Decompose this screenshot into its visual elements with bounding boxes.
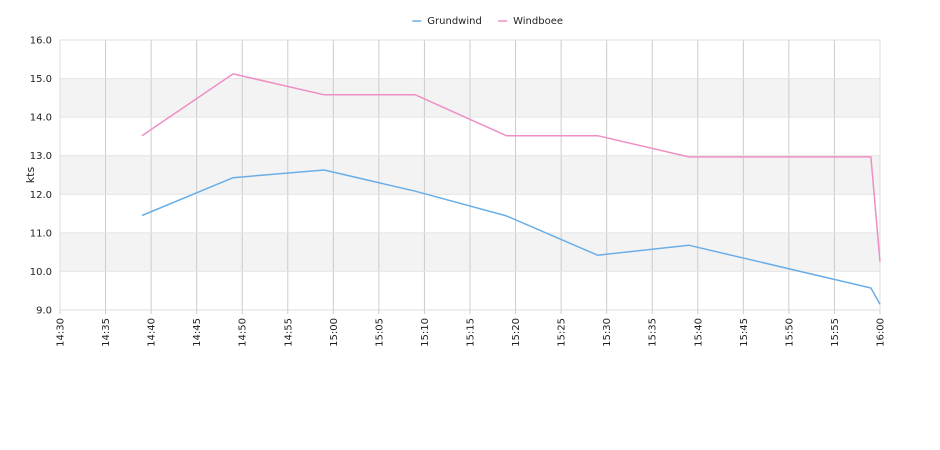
legend-item-windboee[interactable]: Windboee	[498, 16, 563, 27]
y-tick-label: 15.0	[30, 74, 52, 85]
x-tick-label: 14:45	[192, 318, 203, 347]
x-tick-label: 15:35	[648, 318, 659, 347]
legend[interactable]: Grundwind Windboee	[412, 16, 563, 27]
x-tick-label: 14:50	[238, 318, 249, 347]
x-tick-label: 15:00	[329, 318, 340, 347]
y-tick-label: 10.0	[30, 267, 52, 278]
y-tick-label: 14.0	[30, 113, 52, 124]
x-tick-label: 15:25	[557, 318, 568, 347]
series-line-grundwind	[141, 169, 881, 305]
x-axis-ticks: 14:30 14:35 14:40 14:45 14:50 14:55 15:00 15:05…	[56, 310, 887, 347]
x-tick-label: 14:30	[56, 318, 67, 347]
y-axis-ticks: 9.0 10.0 11.0 12.0 13.0 14.0 15.0 16.0	[30, 36, 52, 317]
legend-label: Windboee	[513, 16, 563, 27]
y-tick-label: 16.0	[30, 36, 52, 47]
y-tick-label: 9.0	[36, 306, 52, 317]
x-tick-label: 15:40	[693, 318, 704, 347]
x-tick-label: 15:05	[374, 318, 385, 347]
legend-label: Grundwind	[427, 16, 482, 27]
x-tick-label: 15:55	[830, 318, 841, 347]
x-tick-label: 16:00	[876, 318, 887, 347]
x-tick-label: 15:45	[739, 318, 750, 347]
series-line-windboee	[141, 73, 881, 262]
x-tick-label: 15:15	[466, 318, 477, 347]
x-tick-label: 15:10	[420, 318, 431, 347]
legend-item-grundwind[interactable]: Grundwind	[412, 16, 482, 27]
y-tick-label: 13.0	[30, 151, 52, 162]
vertical-gridlines	[59, 40, 881, 310]
x-tick-label: 14:55	[283, 318, 294, 347]
x-tick-label: 14:40	[147, 318, 158, 347]
x-tick-label: 15:50	[784, 318, 795, 347]
y-axis-label: kts	[24, 167, 37, 184]
x-tick-label: 15:20	[511, 318, 522, 347]
series-lines	[141, 73, 881, 305]
x-tick-label: 15:30	[602, 318, 613, 347]
y-tick-label: 11.0	[30, 228, 52, 239]
x-tick-label: 14:35	[101, 318, 112, 347]
y-tick-label: 12.0	[30, 190, 52, 201]
